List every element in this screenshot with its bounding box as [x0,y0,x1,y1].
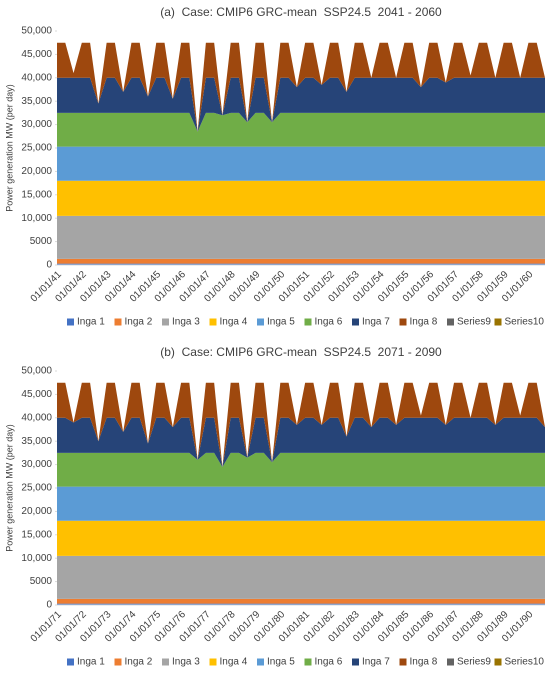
legend-label: Inga 1 [77,657,105,668]
area [57,215,545,259]
legend-swatch [352,318,359,326]
legend-label: Series9 [457,317,491,328]
legend-swatch [257,318,264,326]
legend-swatch [162,658,169,666]
area [57,77,545,132]
chart-title: (a) Case: CMIP6 GRC-mean SSP24.5 2041 - … [160,5,442,19]
legend-swatch [494,658,502,666]
y-tick-label: 35,000 [21,436,52,447]
y-tick-label: 10,000 [21,553,52,564]
legend-swatch [304,658,312,666]
area [57,42,545,132]
legend-swatch [304,318,312,326]
y-tick-label: 15,000 [21,529,52,540]
legend-label: Inga 8 [410,657,438,668]
legend-label: Inga 4 [220,317,248,328]
legend-label: Series9 [457,657,491,668]
legend-label: Inga 7 [362,317,390,328]
y-tick-label: 0 [46,600,52,611]
legend-label: Inga 5 [267,657,295,668]
area [57,258,545,264]
y-tick-label: 10,000 [21,213,52,224]
legend-swatch [114,318,122,326]
legend-label: Inga 3 [172,657,200,668]
y-tick-label: 30,000 [21,459,52,470]
legend-label: Inga 2 [125,317,153,328]
legend-swatch [67,658,74,666]
legend-label: Inga 5 [267,317,295,328]
legend-swatch [399,658,407,666]
legend-swatch [494,318,502,326]
legend-swatch [162,318,169,326]
y-tick-label: 15,000 [21,189,52,200]
legend-label: Inga 7 [362,657,390,668]
legend-label: Inga 6 [315,657,343,668]
legend-swatch [399,318,407,326]
legend-swatch [209,658,217,666]
area [57,112,545,147]
area [57,520,545,556]
area [57,146,545,181]
area [57,555,545,599]
y-tick-label: 45,000 [21,49,52,60]
legend-swatch [447,658,454,666]
legend-label: Inga 1 [77,317,105,328]
y-tick-label: 0 [46,260,52,271]
legend-swatch [67,318,74,326]
area [57,382,545,467]
y-tick-label: 30,000 [21,119,52,130]
legend-label: Inga 6 [315,317,343,328]
y-tick-label: 50,000 [21,26,52,37]
y-tick-label: 20,000 [21,506,52,517]
y-tick-label: 25,000 [21,143,52,154]
legend-label: Series10 [505,317,545,328]
legend-swatch [209,318,217,326]
legend-swatch [447,318,454,326]
legend-swatch [352,658,359,666]
y-tick-label: 35,000 [21,96,52,107]
y-tick-label: 40,000 [21,412,52,423]
area [57,452,545,487]
y-tick-label: 25,000 [21,483,52,494]
legend-label: Series10 [505,657,545,668]
area [57,180,545,216]
legend-swatch [114,658,122,666]
area [57,417,545,467]
y-axis-title: Power generation MW (per day) [4,424,14,552]
legend-label: Inga 8 [410,317,438,328]
y-tick-label: 40,000 [21,72,52,83]
area [57,486,545,521]
legend-label: Inga 4 [220,657,248,668]
y-tick-label: 45,000 [21,389,52,400]
legend-label: Inga 3 [172,317,200,328]
y-tick-label: 20,000 [21,166,52,177]
y-tick-label: 50,000 [21,366,52,377]
legend-swatch [257,658,264,666]
y-tick-label: 5000 [30,576,53,587]
chart-title: (b) Case: CMIP6 GRC-mean SSP24.5 2071 - … [160,345,442,359]
y-tick-label: 5000 [30,236,53,247]
y-axis-title: Power generation MW (per day) [4,84,14,212]
legend-label: Inga 2 [125,657,153,668]
area [57,598,545,604]
